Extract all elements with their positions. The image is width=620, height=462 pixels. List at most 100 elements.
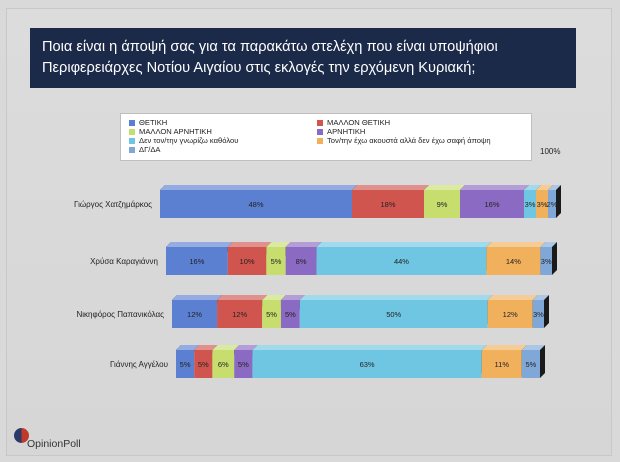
bar-segment	[280, 300, 300, 328]
bar-segment	[252, 350, 482, 378]
chart-legend: ΘΕΤΙΚΗ ΜΑΛΛΟΝ ΘΕΤΙΚΗ ΜΑΛΛΟΝ ΑΡΝΗΤΙΚΗ ΑΡΝ…	[120, 113, 532, 161]
bar-segment-top	[487, 295, 538, 300]
legend-item-heard: Τον/την έχω ακουστά αλλά δεν έχω σαφή άπ…	[317, 136, 491, 145]
bar-segment-top	[486, 242, 546, 247]
data-label: 44%	[394, 257, 409, 266]
question-title-box: Ποια είναι η άποψή σας για τα παρακάτω σ…	[30, 28, 576, 88]
bar-segment-top	[532, 295, 549, 300]
bar-segment	[194, 350, 213, 378]
data-label: 12%	[187, 310, 202, 319]
bar-segment	[481, 350, 522, 378]
bar-segment-top	[234, 345, 258, 350]
bar-segment-top	[217, 295, 268, 300]
data-label: 9%	[437, 200, 448, 209]
legend-item-unknown: Δεν τον/την γνωρίζω καθόλου	[129, 136, 238, 145]
data-label: 6%	[218, 360, 229, 369]
bar-segment	[486, 247, 541, 275]
legend-swatch	[129, 119, 135, 126]
question-title-line-2: Περιφερειάρχες Νοτίου Αιγαίου στις εκλογ…	[42, 60, 476, 76]
legend-label: ΔΓ/ΔΑ	[139, 145, 161, 154]
legend-label: Δεν τον/την γνωρίζω καθόλου	[139, 136, 239, 145]
bar-segment-top	[176, 345, 200, 350]
bar-segment	[352, 190, 424, 218]
category-label: Χρύσα Καραγιάννη	[90, 257, 158, 266]
bar-segment-top	[521, 345, 545, 350]
bar-segment	[540, 247, 552, 275]
bar-segment	[212, 350, 235, 378]
bar-segment	[536, 190, 548, 218]
logo-text: OpinionPoll	[27, 438, 81, 450]
legend-label: ΜΑΛΛΟΝ ΘΕΤΙΚΗ	[327, 118, 391, 127]
bar-segment-top	[212, 345, 240, 350]
legend-swatch	[317, 128, 323, 135]
bar-segment	[234, 350, 253, 378]
bar-segment-top	[262, 295, 286, 300]
bar-segment-top	[194, 345, 218, 350]
bar-segment	[166, 247, 228, 275]
data-label: 5%	[266, 310, 277, 319]
data-label: 3%	[537, 200, 548, 209]
bar-segment-top	[481, 345, 527, 350]
legend-label: ΘΕΤΙΚΗ	[139, 118, 168, 127]
bar-segment	[266, 247, 286, 275]
bar-segment-top	[227, 242, 272, 247]
category-label: Νικηφόρος Παπανικόλας	[77, 310, 165, 319]
data-label: 18%	[380, 200, 395, 209]
data-label: 63%	[360, 360, 375, 369]
bar-segment-top	[536, 185, 553, 190]
bar-segment	[532, 300, 544, 328]
data-label: 48%	[248, 200, 263, 209]
legend-swatch	[129, 146, 135, 153]
bar-segment	[160, 190, 352, 218]
bar-segment	[316, 247, 487, 275]
bar-segment	[460, 190, 524, 218]
data-label: 50%	[386, 310, 401, 319]
category-label: Γιάννης Αγγέλου	[110, 360, 168, 369]
bar-segment-top	[266, 242, 291, 247]
data-label: 5%	[198, 360, 209, 369]
bar-segment-top	[252, 345, 487, 350]
legend-item-rather-positive: ΜΑΛΛΟΝ ΘΕΤΙΚΗ	[317, 118, 390, 127]
legend-item-positive: ΘΕΤΙΚΗ	[129, 118, 167, 127]
bar-segment-top	[424, 185, 465, 190]
data-label: 5%	[285, 310, 296, 319]
legend-swatch	[129, 128, 135, 135]
bar-segment-top	[280, 295, 305, 300]
data-label: 8%	[296, 257, 307, 266]
bar-segment-top	[540, 242, 557, 247]
data-label: 5%	[238, 360, 249, 369]
bar-segment	[487, 300, 533, 328]
question-title-line-1: Ποια είναι η άποψή σας για τα παρακάτω σ…	[42, 39, 498, 55]
data-label: 10%	[240, 257, 255, 266]
data-label: 3%	[541, 257, 552, 266]
bar-segment	[521, 350, 540, 378]
bar-segment-top	[299, 295, 493, 300]
data-label: 5%	[180, 360, 191, 369]
axis-max-label: 100%	[540, 147, 561, 156]
bar-segment	[424, 190, 460, 218]
data-label: 5%	[271, 257, 282, 266]
bar-segment	[176, 350, 195, 378]
bar-segment-top	[172, 295, 223, 300]
data-label: 16%	[484, 200, 499, 209]
bar-segment-top	[460, 185, 529, 190]
bar-segment	[217, 300, 263, 328]
data-label: 5%	[525, 360, 536, 369]
legend-swatch	[317, 119, 323, 126]
opinionpoll-logo: OpinionPoll	[14, 420, 81, 450]
category-label: Γιώργος Χατζημάρκος	[74, 200, 152, 209]
legend-item-negative: ΑΡΝΗΤΙΚΗ	[317, 127, 365, 136]
data-label: 3%	[525, 200, 536, 209]
data-label: 2%	[547, 200, 558, 209]
bar-segment	[524, 190, 536, 218]
legend-label: Τον/την έχω ακουστά αλλά δεν έχω σαφή άπ…	[327, 136, 491, 145]
bar-segment	[299, 300, 488, 328]
data-label: 12%	[232, 310, 247, 319]
legend-swatch	[129, 137, 135, 144]
bar-segment-top	[548, 185, 561, 190]
bar-segment	[285, 247, 317, 275]
data-label: 3%	[533, 310, 544, 319]
bar-segment-top	[524, 185, 541, 190]
bar-segment	[172, 300, 218, 328]
